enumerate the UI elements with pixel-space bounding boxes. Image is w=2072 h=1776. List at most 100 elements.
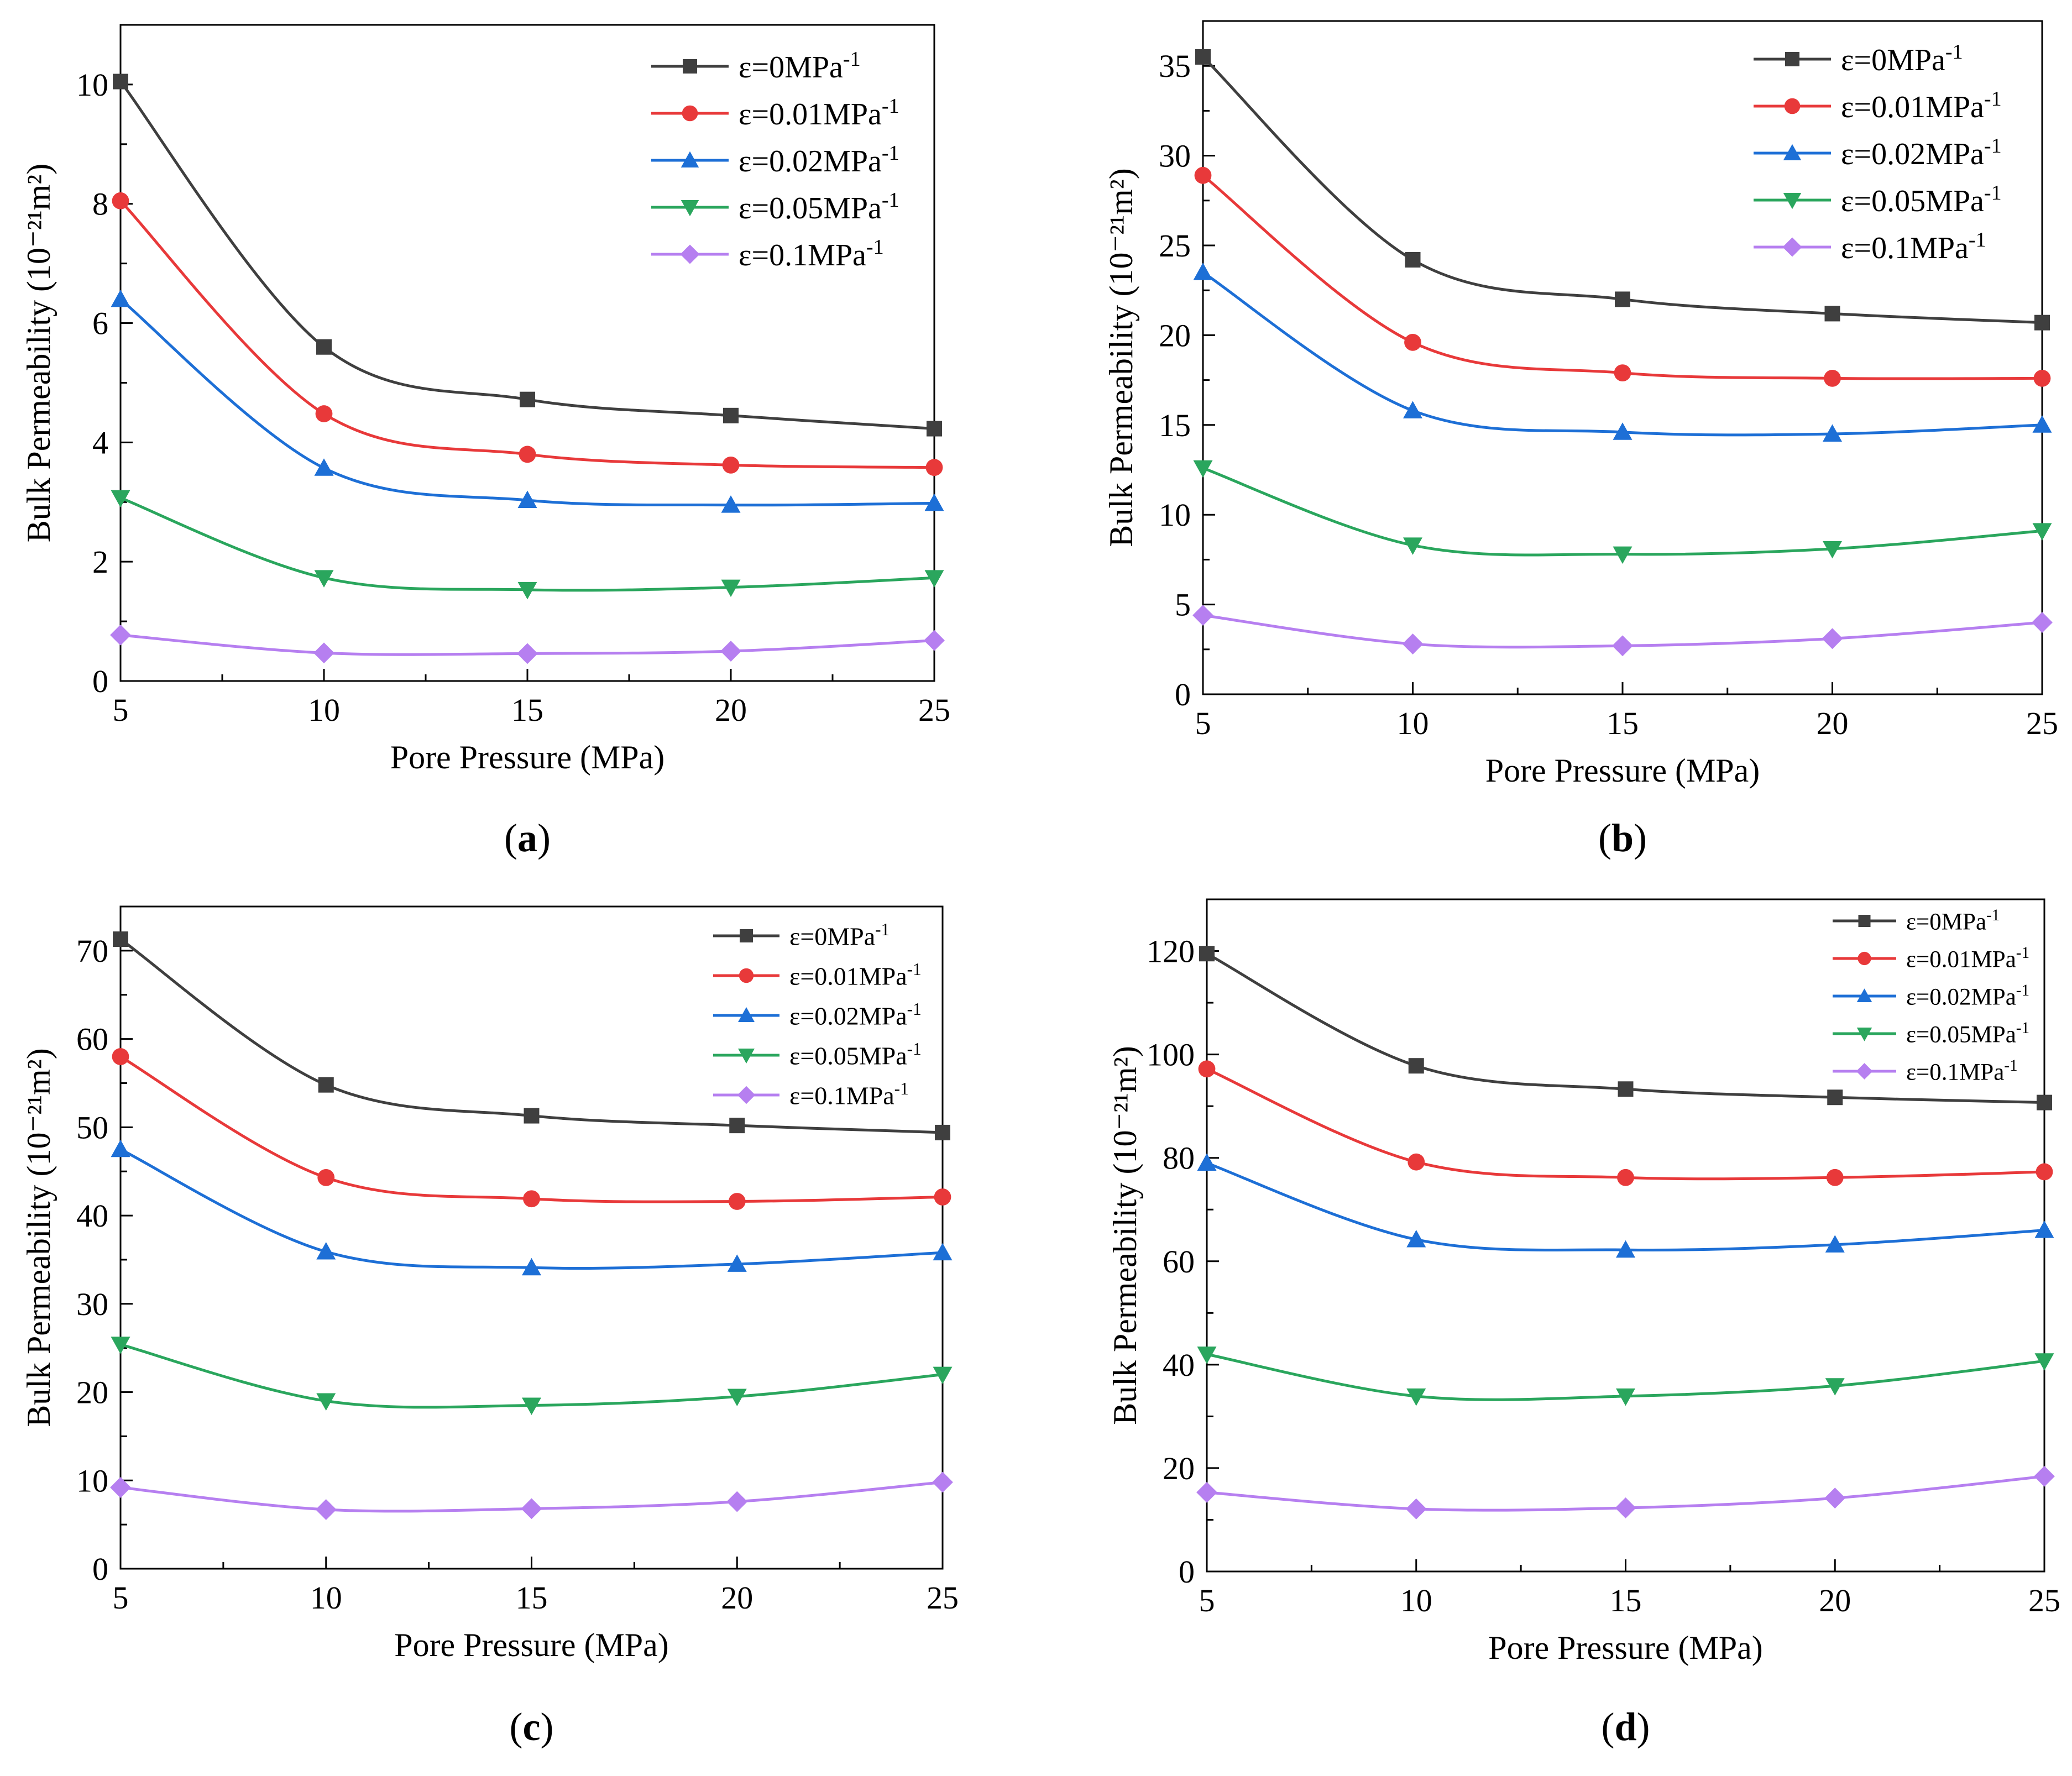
data-point <box>2032 415 2052 433</box>
panel-c: 5 10 15 20 25 0 10 20 30 40 50 60 70 Pore Pressure (M… <box>20 905 959 1749</box>
x-tick-label: 15 <box>1607 705 1639 741</box>
data-point <box>113 74 128 90</box>
y-tick-label: 10 <box>76 67 108 103</box>
data-point <box>313 642 334 664</box>
y-tick-label: 30 <box>1159 138 1191 174</box>
x-tick-label: 15 <box>511 692 543 728</box>
data-point <box>1826 1169 1844 1186</box>
data-point <box>933 1366 953 1385</box>
x-tick-label: 25 <box>2028 1583 2060 1618</box>
data-point <box>112 1048 129 1065</box>
data-point <box>728 1193 746 1210</box>
y-axis-title: Bulk Permeability (10⁻²¹m²) <box>20 1048 57 1427</box>
panel-d: 5 10 15 20 25 0 20 40 60 80 100 120 Pore Pressure (M… <box>1107 898 2060 1749</box>
data-point <box>1613 422 1633 440</box>
data-point <box>315 1499 337 1520</box>
data-point <box>318 1077 334 1093</box>
series-line <box>119 200 935 469</box>
legend-entry: ε=0MPa-1 <box>789 920 890 950</box>
legend-marker <box>681 151 699 167</box>
data-point <box>1825 1235 1845 1253</box>
legend-label: ε=0.05MPa <box>789 1042 907 1070</box>
legend-label: ε=0MPa <box>1906 909 1986 935</box>
legend-label: ε=0.02MPa <box>1906 984 2016 1010</box>
data-point <box>316 1393 336 1411</box>
x-tick-label: 10 <box>310 1580 342 1616</box>
panel-label: (b) <box>1598 816 1647 860</box>
data-point <box>932 1471 953 1493</box>
legend-marker <box>1858 915 1871 927</box>
data-point <box>2034 1465 2055 1487</box>
data-point <box>1822 628 1843 649</box>
data-point <box>519 446 536 463</box>
data-point <box>2034 315 2050 331</box>
data-point <box>520 391 535 407</box>
data-point <box>314 570 334 588</box>
legend-marker <box>1785 52 1799 66</box>
x-tick-label: 5 <box>113 692 129 728</box>
data-point <box>727 1254 747 1272</box>
x-tick-label: 10 <box>1397 705 1429 741</box>
legend-superscript: -1 <box>2016 1019 2029 1037</box>
data-point <box>110 625 131 646</box>
data-point <box>1617 1169 1634 1186</box>
data-point <box>721 495 741 513</box>
panel-label: (c) <box>510 1705 554 1749</box>
x-tick-label: 15 <box>516 1580 548 1616</box>
data-point <box>1824 1487 1846 1509</box>
legend-entry: ε=0.1MPa-1 <box>1841 228 1986 265</box>
data-point <box>927 421 942 437</box>
y-tick-label: 35 <box>1159 48 1191 84</box>
data-point <box>517 490 537 509</box>
y-tick-label: 8 <box>92 186 108 222</box>
legend-label: ε=0.1MPa <box>1906 1059 2004 1085</box>
legend-label: ε=0.1MPa <box>739 238 866 273</box>
y-tick-label: 25 <box>1159 228 1191 264</box>
data-point <box>2032 612 2053 633</box>
y-tick-label: 100 <box>1147 1037 1195 1073</box>
y-tick-label: 10 <box>76 1463 108 1499</box>
data-point <box>1613 546 1633 564</box>
y-tick-label: 10 <box>1159 497 1191 533</box>
y-tick-label: 5 <box>1175 587 1191 623</box>
legend-superscript: -1 <box>875 920 890 939</box>
legend-label: ε=0.05MPa <box>1906 1021 2016 1047</box>
data-point <box>722 456 740 474</box>
legend-label: ε=0.01MPa <box>739 97 882 132</box>
data-point <box>523 1190 540 1208</box>
legend-superscript: -1 <box>843 48 861 71</box>
data-point <box>1193 263 1213 280</box>
legend-marker <box>680 244 700 264</box>
y-tick-label: 50 <box>76 1109 108 1145</box>
data-point <box>1616 1388 1635 1406</box>
data-point <box>111 490 130 508</box>
series-line <box>119 80 935 431</box>
x-tick-label: 20 <box>715 692 747 728</box>
data-point <box>1403 401 1422 418</box>
data-point <box>2036 1163 2053 1181</box>
data-point <box>2034 1353 2054 1371</box>
y-tick-label: 70 <box>76 933 108 969</box>
legend-label: ε=0MPa <box>739 50 843 85</box>
legend-superscript: -1 <box>2016 982 2029 999</box>
data-point <box>924 570 944 588</box>
y-tick-label: 20 <box>76 1375 108 1411</box>
legend-entry: ε=0.1MPa-1 <box>789 1079 909 1109</box>
data-point <box>1824 369 1841 387</box>
y-tick-label: 6 <box>92 306 108 342</box>
data-point <box>1408 1058 1424 1074</box>
data-point <box>517 581 537 600</box>
legend-marker <box>740 929 753 942</box>
data-point <box>1196 1481 1217 1503</box>
legend-superscript: -1 <box>1984 87 2002 111</box>
data-point <box>111 1139 130 1157</box>
x-tick-label: 20 <box>721 1580 753 1616</box>
legend-entry: ε=0.01MPa-1 <box>739 95 899 132</box>
y-tick-label: 0 <box>1175 677 1191 713</box>
data-point <box>1198 1060 1216 1078</box>
x-tick-label: 25 <box>2026 705 2058 741</box>
legend-entry: ε=0.05MPa-1 <box>1906 1019 2029 1047</box>
legend-label: ε=0.1MPa <box>1841 231 1969 265</box>
legend-entry: ε=0.02MPa-1 <box>739 142 899 179</box>
